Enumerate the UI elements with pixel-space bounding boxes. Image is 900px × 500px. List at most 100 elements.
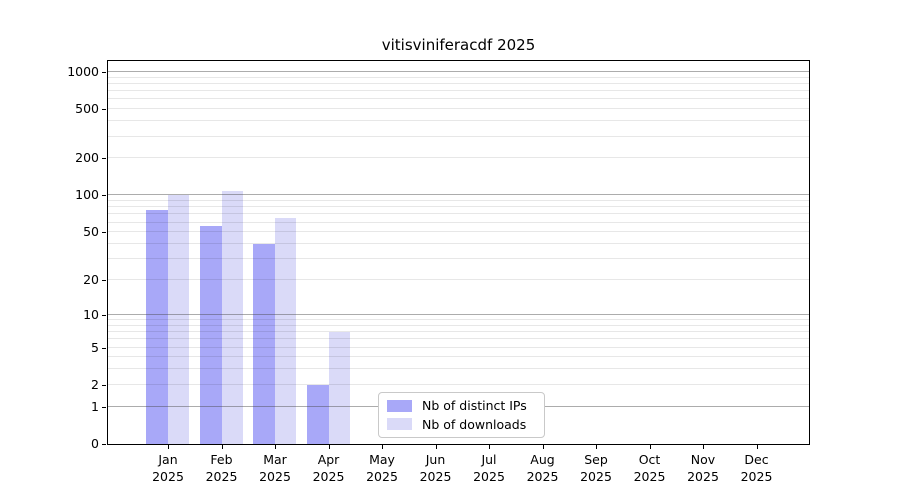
gridline-major	[108, 194, 809, 196]
x-tick-mark	[221, 445, 223, 449]
bar-distinct-ips-mar	[253, 244, 275, 444]
legend-label-distinct-ips: Nb of distinct IPs	[422, 398, 527, 414]
x-tick-label-mar: Mar 2025	[243, 451, 307, 485]
gridline-minor	[108, 135, 809, 137]
x-tick-mark	[275, 445, 276, 449]
x-tick-label-nov: Nov 2025	[671, 451, 735, 485]
legend: Nb of distinct IPs Nb of downloads	[378, 392, 545, 438]
plot-area	[107, 60, 810, 445]
x-tick-label-sep: Sep 2025	[564, 451, 628, 485]
x-tick-text: Mar	[263, 452, 287, 467]
x-tick-mark	[435, 445, 437, 449]
x-tick-text: 2025	[312, 469, 345, 484]
y-tick-mark	[102, 406, 106, 408]
legend-item-distinct-ips: Nb of distinct IPs	[387, 398, 536, 413]
gridline-minor	[108, 108, 809, 110]
y-tick-mark	[102, 195, 106, 197]
x-tick-mark	[328, 445, 330, 449]
x-tick-mark	[649, 445, 651, 449]
gridline-major	[108, 70, 809, 72]
y-tick-label: 5	[91, 339, 99, 355]
y-tick-label: 10	[83, 306, 99, 322]
x-tick-mark	[168, 445, 169, 449]
x-tick-label-jan: Jan 2025	[136, 451, 200, 485]
x-tick-label-jul: Jul 2025	[457, 451, 521, 485]
y-tick-label: 50	[83, 224, 99, 240]
bar-downloads-mar	[275, 218, 296, 444]
gridline-minor	[108, 157, 809, 159]
x-tick-label-jun: Jun 2025	[404, 451, 468, 485]
x-tick-text: Nov	[690, 452, 716, 467]
x-tick-mark	[382, 445, 383, 449]
x-tick-label-apr: Apr 2025	[297, 451, 361, 485]
x-tick-text: 2025	[526, 469, 559, 484]
x-tick-text: Jan	[158, 452, 178, 467]
y-tick-label: 20	[83, 272, 99, 287]
bar-downloads-jan	[168, 195, 189, 444]
gridline-minor	[108, 90, 809, 91]
y-tick-label: 100	[75, 187, 99, 203]
bar-downloads-feb	[221, 191, 243, 444]
gridline-minor	[108, 206, 809, 208]
x-tick-text: 2025	[473, 469, 505, 484]
x-tick-text: 2025	[740, 469, 773, 484]
x-tick-label-may: May 2025	[350, 451, 414, 485]
x-tick-mark	[596, 445, 597, 449]
x-tick-text: Jun	[425, 452, 446, 467]
x-tick-mark	[542, 445, 544, 449]
y-tick-mark	[102, 158, 106, 160]
y-tick-label: 1	[91, 398, 99, 414]
gridline-minor	[108, 98, 809, 100]
legend-swatch-distinct-ips	[387, 399, 412, 412]
y-tick-mark	[102, 280, 106, 281]
x-tick-text: Oct	[638, 452, 661, 467]
y-tick-mark	[102, 232, 106, 234]
x-tick-mark	[703, 445, 704, 449]
x-tick-text: Feb	[210, 452, 233, 467]
x-tick-text: Dec	[744, 452, 769, 467]
x-tick-text: 2025	[152, 469, 184, 484]
y-tick-label: 0	[91, 436, 99, 451]
bar-distinct-ips-apr	[306, 384, 329, 444]
gridline-minor	[108, 120, 809, 122]
x-tick-mark	[489, 445, 490, 449]
x-tick-text: Sep	[584, 452, 608, 467]
y-tick-mark	[102, 347, 106, 349]
y-tick-label: 500	[75, 101, 99, 117]
x-tick-label-feb: Feb 2025	[190, 451, 254, 485]
y-tick-mark	[102, 384, 106, 386]
gridline-minor	[108, 76, 809, 78]
bar-distinct-ips-feb	[199, 226, 222, 444]
x-tick-text: Jul	[481, 452, 497, 467]
x-tick-label-oct: Oct 2025	[618, 451, 682, 485]
x-tick-text: 2025	[687, 469, 719, 484]
y-tick-mark	[102, 444, 106, 445]
gridline-minor	[108, 221, 809, 223]
y-tick-label: 1000	[67, 63, 99, 79]
bar-distinct-ips-jan	[146, 210, 168, 444]
x-tick-text: 2025	[419, 469, 452, 484]
y-tick-mark	[102, 109, 106, 111]
y-tick-mark	[102, 71, 106, 73]
x-tick-mark	[756, 445, 758, 449]
x-tick-text: 2025	[366, 469, 398, 484]
gridline-minor	[108, 82, 809, 84]
x-tick-text: 2025	[633, 469, 666, 484]
gridline-minor	[108, 213, 809, 215]
y-tick-label: 200	[75, 150, 99, 166]
x-tick-label-aug: Aug 2025	[511, 451, 575, 485]
x-tick-text: Aug	[530, 452, 555, 467]
legend-swatch-downloads	[387, 418, 412, 431]
x-tick-text: Apr	[317, 452, 340, 467]
legend-label-downloads: Nb of downloads	[422, 416, 527, 432]
bar-downloads-apr	[328, 332, 350, 444]
legend-item-downloads: Nb of downloads	[387, 417, 536, 432]
y-tick-label: 2	[91, 376, 99, 392]
chart-title: vitisviniferacdf 2025	[381, 36, 536, 54]
y-tick-mark	[102, 314, 106, 316]
gridline-minor	[108, 200, 809, 201]
x-tick-text: May	[369, 452, 395, 467]
x-tick-text: 2025	[205, 469, 238, 484]
x-tick-text: 2025	[259, 469, 291, 484]
